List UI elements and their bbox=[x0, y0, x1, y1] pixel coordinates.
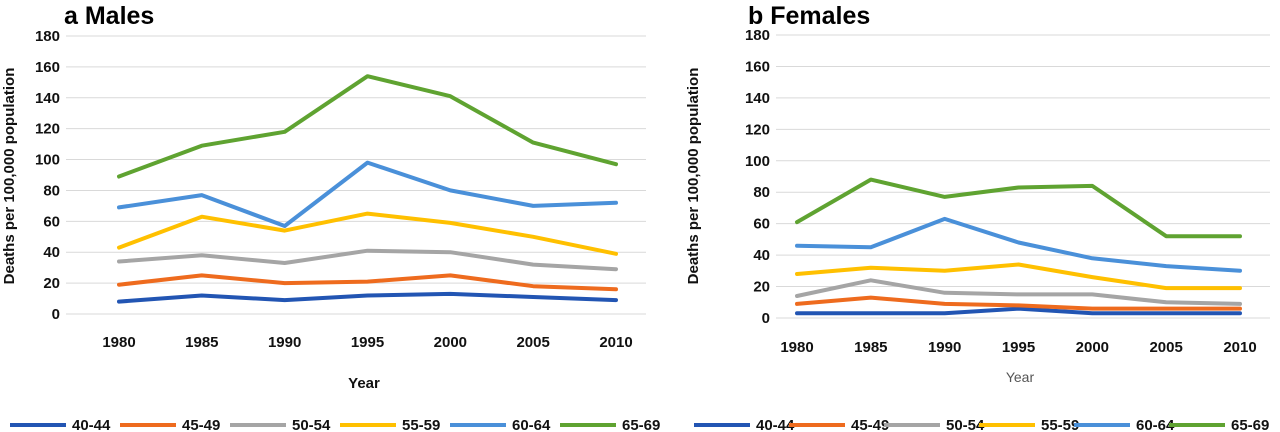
y-tick-label: 40 bbox=[43, 244, 60, 261]
x-tick-label: 1995 bbox=[351, 334, 384, 351]
y-tick-label: 160 bbox=[745, 58, 770, 75]
legend-label: 55-59 bbox=[1041, 417, 1079, 432]
legend-label: 65-69 bbox=[1231, 417, 1269, 432]
y-tick-label: 160 bbox=[35, 59, 60, 76]
series-line-50-54 bbox=[117, 248, 618, 272]
legend: 40-44 45-49 50-54 55-59 60-64 65-69 bbox=[694, 417, 1269, 432]
legend-label: 40-44 bbox=[72, 417, 111, 432]
x-tick-labels: 1980 1985 1990 1995 2000 2005 2010 bbox=[102, 334, 632, 351]
y-tick-label: 0 bbox=[52, 306, 60, 323]
y-tick-label: 20 bbox=[43, 275, 60, 292]
y-tick-label: 100 bbox=[35, 152, 60, 169]
series-lines bbox=[117, 74, 618, 304]
legend-label: 65-69 bbox=[622, 417, 660, 432]
y-tick-label: 120 bbox=[745, 121, 770, 138]
legend-label: 45-49 bbox=[851, 417, 889, 432]
y-tick-label: 60 bbox=[43, 213, 60, 230]
series-line-65-69 bbox=[117, 74, 618, 179]
series-line-45-49 bbox=[117, 273, 618, 292]
y-axis-label: Deaths per 100,000 population bbox=[1, 68, 18, 285]
y-tick-labels: 0 20 40 60 80 100 120 140 160 180 bbox=[35, 28, 60, 323]
series-lines bbox=[795, 177, 1242, 316]
grid bbox=[776, 34, 1270, 319]
legend-label: 55-59 bbox=[402, 417, 440, 432]
series-line-60-64 bbox=[117, 160, 618, 228]
x-tick-label: 2005 bbox=[516, 334, 549, 351]
x-tick-label: 2005 bbox=[1149, 339, 1182, 356]
series-line-50-54 bbox=[795, 278, 1242, 306]
grid bbox=[66, 35, 646, 315]
x-tick-label: 1990 bbox=[268, 334, 301, 351]
x-tick-label: 1980 bbox=[780, 339, 813, 356]
x-tick-label: 1985 bbox=[854, 339, 887, 356]
series-line-40-44 bbox=[795, 306, 1242, 316]
legend-label: 60-64 bbox=[1136, 417, 1175, 432]
series-line-40-44 bbox=[117, 291, 618, 304]
x-axis-label: Year bbox=[348, 375, 380, 392]
y-tick-label: 20 bbox=[753, 279, 770, 296]
legend-label: 60-64 bbox=[512, 417, 551, 432]
x-tick-label: 2000 bbox=[434, 334, 467, 351]
y-tick-label: 0 bbox=[762, 310, 770, 327]
legend-label: 50-54 bbox=[946, 417, 985, 432]
x-axis-label: Year bbox=[1006, 369, 1035, 385]
y-tick-label: 180 bbox=[745, 27, 770, 44]
x-tick-label: 2000 bbox=[1076, 339, 1109, 356]
y-tick-label: 140 bbox=[35, 90, 60, 107]
x-tick-label: 2010 bbox=[1223, 339, 1256, 356]
legend-label: 50-54 bbox=[292, 417, 331, 432]
x-tick-labels: 1980 1985 1990 1995 2000 2005 2010 bbox=[780, 339, 1256, 356]
x-tick-label: 1980 bbox=[102, 334, 135, 351]
x-tick-label: 1995 bbox=[1002, 339, 1035, 356]
y-tick-label: 120 bbox=[35, 121, 60, 138]
series-line-55-59 bbox=[795, 262, 1242, 291]
series-line-65-69 bbox=[795, 177, 1242, 239]
chart-title: b Females bbox=[748, 2, 870, 30]
series-line-60-64 bbox=[795, 216, 1242, 273]
y-tick-label: 40 bbox=[753, 247, 770, 264]
y-tick-labels: 0 20 40 60 80 100 120 140 160 180 bbox=[745, 27, 770, 327]
x-tick-label: 2010 bbox=[599, 334, 632, 351]
legend-label: 45-49 bbox=[182, 417, 220, 432]
y-tick-label: 80 bbox=[753, 184, 770, 201]
legend: 40-44 45-49 50-54 55-59 60-64 65-69 bbox=[10, 417, 660, 432]
legend-label: 40-44 bbox=[756, 417, 795, 432]
series-line-45-49 bbox=[795, 295, 1242, 311]
x-tick-label: 1985 bbox=[185, 334, 218, 351]
y-tick-label: 80 bbox=[43, 182, 60, 199]
chart-title: a Males bbox=[64, 2, 154, 30]
y-tick-label: 180 bbox=[35, 28, 60, 45]
series-line-55-59 bbox=[117, 211, 618, 256]
y-tick-label: 100 bbox=[745, 153, 770, 170]
x-tick-label: 1990 bbox=[928, 339, 961, 356]
y-tick-label: 140 bbox=[745, 90, 770, 107]
y-tick-label: 60 bbox=[753, 216, 770, 233]
y-axis-label: Deaths per 100,000 population bbox=[685, 68, 702, 285]
